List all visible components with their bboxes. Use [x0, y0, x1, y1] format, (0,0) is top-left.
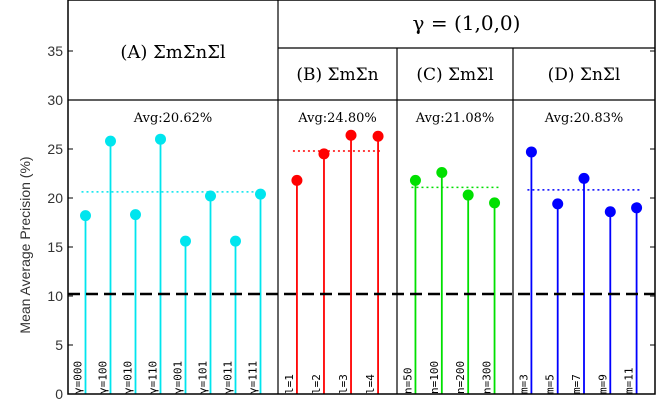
data-point [436, 167, 448, 179]
avg-label: Avg:20.83% [544, 111, 623, 126]
y-tick-label: 5 [55, 337, 63, 353]
category-label: γ=011 [222, 361, 235, 394]
category-label: n=50 [401, 368, 414, 395]
panel-title: (A) ΣmΣnΣl [120, 42, 226, 63]
category-label: m=3 [517, 374, 530, 394]
data-point [155, 133, 166, 145]
data-point [205, 190, 216, 202]
avg-label: Avg:21.08% [415, 111, 494, 126]
group-header: γ = (1,0,0) [413, 11, 521, 35]
panels: γ=000 γ=100 γ=010 γ=110 γ=001 γ=101 γ=011 γ=111… [72, 111, 643, 394]
data-point [372, 130, 384, 142]
data-point [489, 197, 501, 209]
category-label: γ=101 [197, 361, 210, 394]
category-label: l=3 [337, 374, 350, 394]
data-point [578, 172, 590, 184]
category-label: n=300 [481, 361, 494, 394]
panel-title: (B) ΣmΣn [296, 65, 378, 85]
panel-d: m=3 m=5 m=7 m=9 m=11 Avg:20.83% [517, 111, 643, 395]
category-label: γ=010 [122, 361, 135, 394]
y-tick-label: 30 [47, 92, 63, 108]
category-label: γ=111 [247, 361, 260, 394]
data-point [291, 174, 303, 186]
panel-a: γ=000 γ=100 γ=010 γ=110 γ=001 γ=101 γ=011 γ=111… [72, 111, 266, 394]
category-label: γ=000 [72, 361, 85, 394]
y-axis: 0 5 10 15 20 25 30 35 [47, 43, 655, 400]
category-label: l=1 [283, 374, 296, 394]
panel-title: (D) ΣnΣl [548, 65, 621, 85]
y-tick-label: 20 [47, 190, 63, 206]
y-tick-label: 35 [47, 43, 63, 59]
data-point [525, 146, 537, 158]
category-label: m=7 [570, 374, 583, 394]
data-point [462, 189, 474, 201]
avg-label: Avg:24.80% [297, 111, 376, 126]
y-tick-label: 0 [55, 386, 63, 400]
data-point [552, 198, 564, 210]
frame [67, 0, 656, 395]
panel-c: n=50 n=100 n=200 n=300 Avg:21.08% [401, 111, 501, 395]
data-point [345, 129, 357, 141]
data-point [105, 135, 116, 147]
data-point [255, 188, 266, 200]
y-axis-label: Mean Average Precision (%) [17, 156, 33, 333]
category-label: γ=001 [172, 361, 185, 394]
data-point [409, 174, 421, 186]
data-point [604, 206, 616, 218]
data-point [631, 202, 643, 214]
y-tick-label: 10 [47, 288, 63, 304]
category-label: l=2 [310, 374, 323, 394]
y-tick-label: 25 [47, 141, 63, 157]
data-point [130, 209, 141, 221]
category-label: n=100 [428, 361, 441, 394]
panel-title: (C) ΣmΣl [416, 65, 493, 85]
y-tick-label: 15 [47, 239, 63, 255]
data-point [180, 235, 191, 247]
data-point [80, 210, 91, 222]
category-label: γ=100 [97, 361, 110, 394]
category-label: l=4 [364, 374, 377, 394]
data-point [230, 235, 241, 247]
category-label: m=5 [544, 374, 557, 394]
data-point [318, 148, 330, 160]
headers: γ = (1,0,0) (A) ΣmΣnΣl (B) ΣmΣn (C) ΣmΣl (D… [120, 11, 620, 85]
category-label: m=11 [623, 368, 636, 395]
avg-label: Avg:20.62% [133, 111, 212, 126]
plot-frame [67, 0, 656, 395]
category-label: n=200 [454, 361, 467, 394]
category-label: m=9 [596, 374, 609, 394]
panel-b: l=1 l=2 l=3 l=4 Avg:24.80% [283, 111, 384, 394]
category-label: γ=110 [147, 361, 160, 394]
